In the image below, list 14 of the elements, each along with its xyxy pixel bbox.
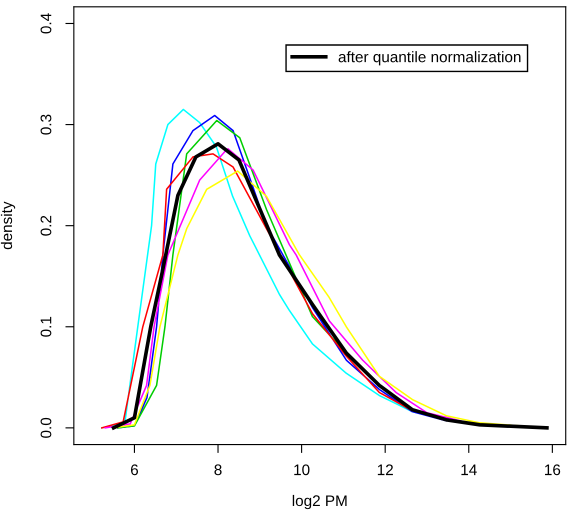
y-tick-label: 0.0 (40, 418, 52, 438)
x-tick-label: 14 (461, 464, 477, 476)
y-tick-label: 0.1 (40, 316, 52, 337)
x-tick-label: 6 (130, 464, 138, 476)
legend-label: after quantile normalization (338, 51, 520, 66)
x-tick-label: 10 (294, 464, 310, 476)
y-axis-title: density (0, 202, 16, 250)
y-tick-label: 0.2 (40, 216, 52, 236)
x-tick-label: 12 (378, 464, 393, 476)
x-tick-label: 8 (214, 464, 222, 476)
x-axis-title: log2 PM (292, 494, 347, 510)
y-tick-label: 0.3 (40, 114, 52, 135)
x-tick-label: 16 (545, 464, 560, 476)
y-tick-label: 0.4 (40, 13, 52, 34)
